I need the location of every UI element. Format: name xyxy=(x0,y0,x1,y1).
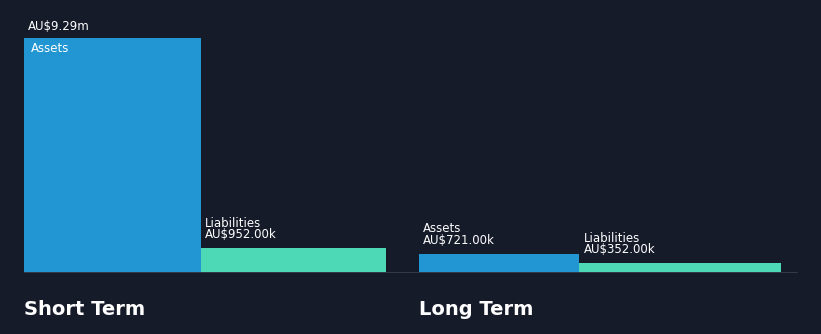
Text: AU$9.29m: AU$9.29m xyxy=(28,20,90,32)
Text: Assets: Assets xyxy=(30,42,69,55)
Text: AU$952.00k: AU$952.00k xyxy=(205,228,277,241)
Text: Short Term: Short Term xyxy=(25,300,145,319)
Text: Liabilities: Liabilities xyxy=(584,232,640,244)
Text: Long Term: Long Term xyxy=(419,300,533,319)
Text: AU$352.00k: AU$352.00k xyxy=(584,243,655,256)
Text: Liabilities: Liabilities xyxy=(205,216,262,229)
Text: Assets: Assets xyxy=(423,222,461,235)
Text: AU$721.00k: AU$721.00k xyxy=(423,234,494,247)
